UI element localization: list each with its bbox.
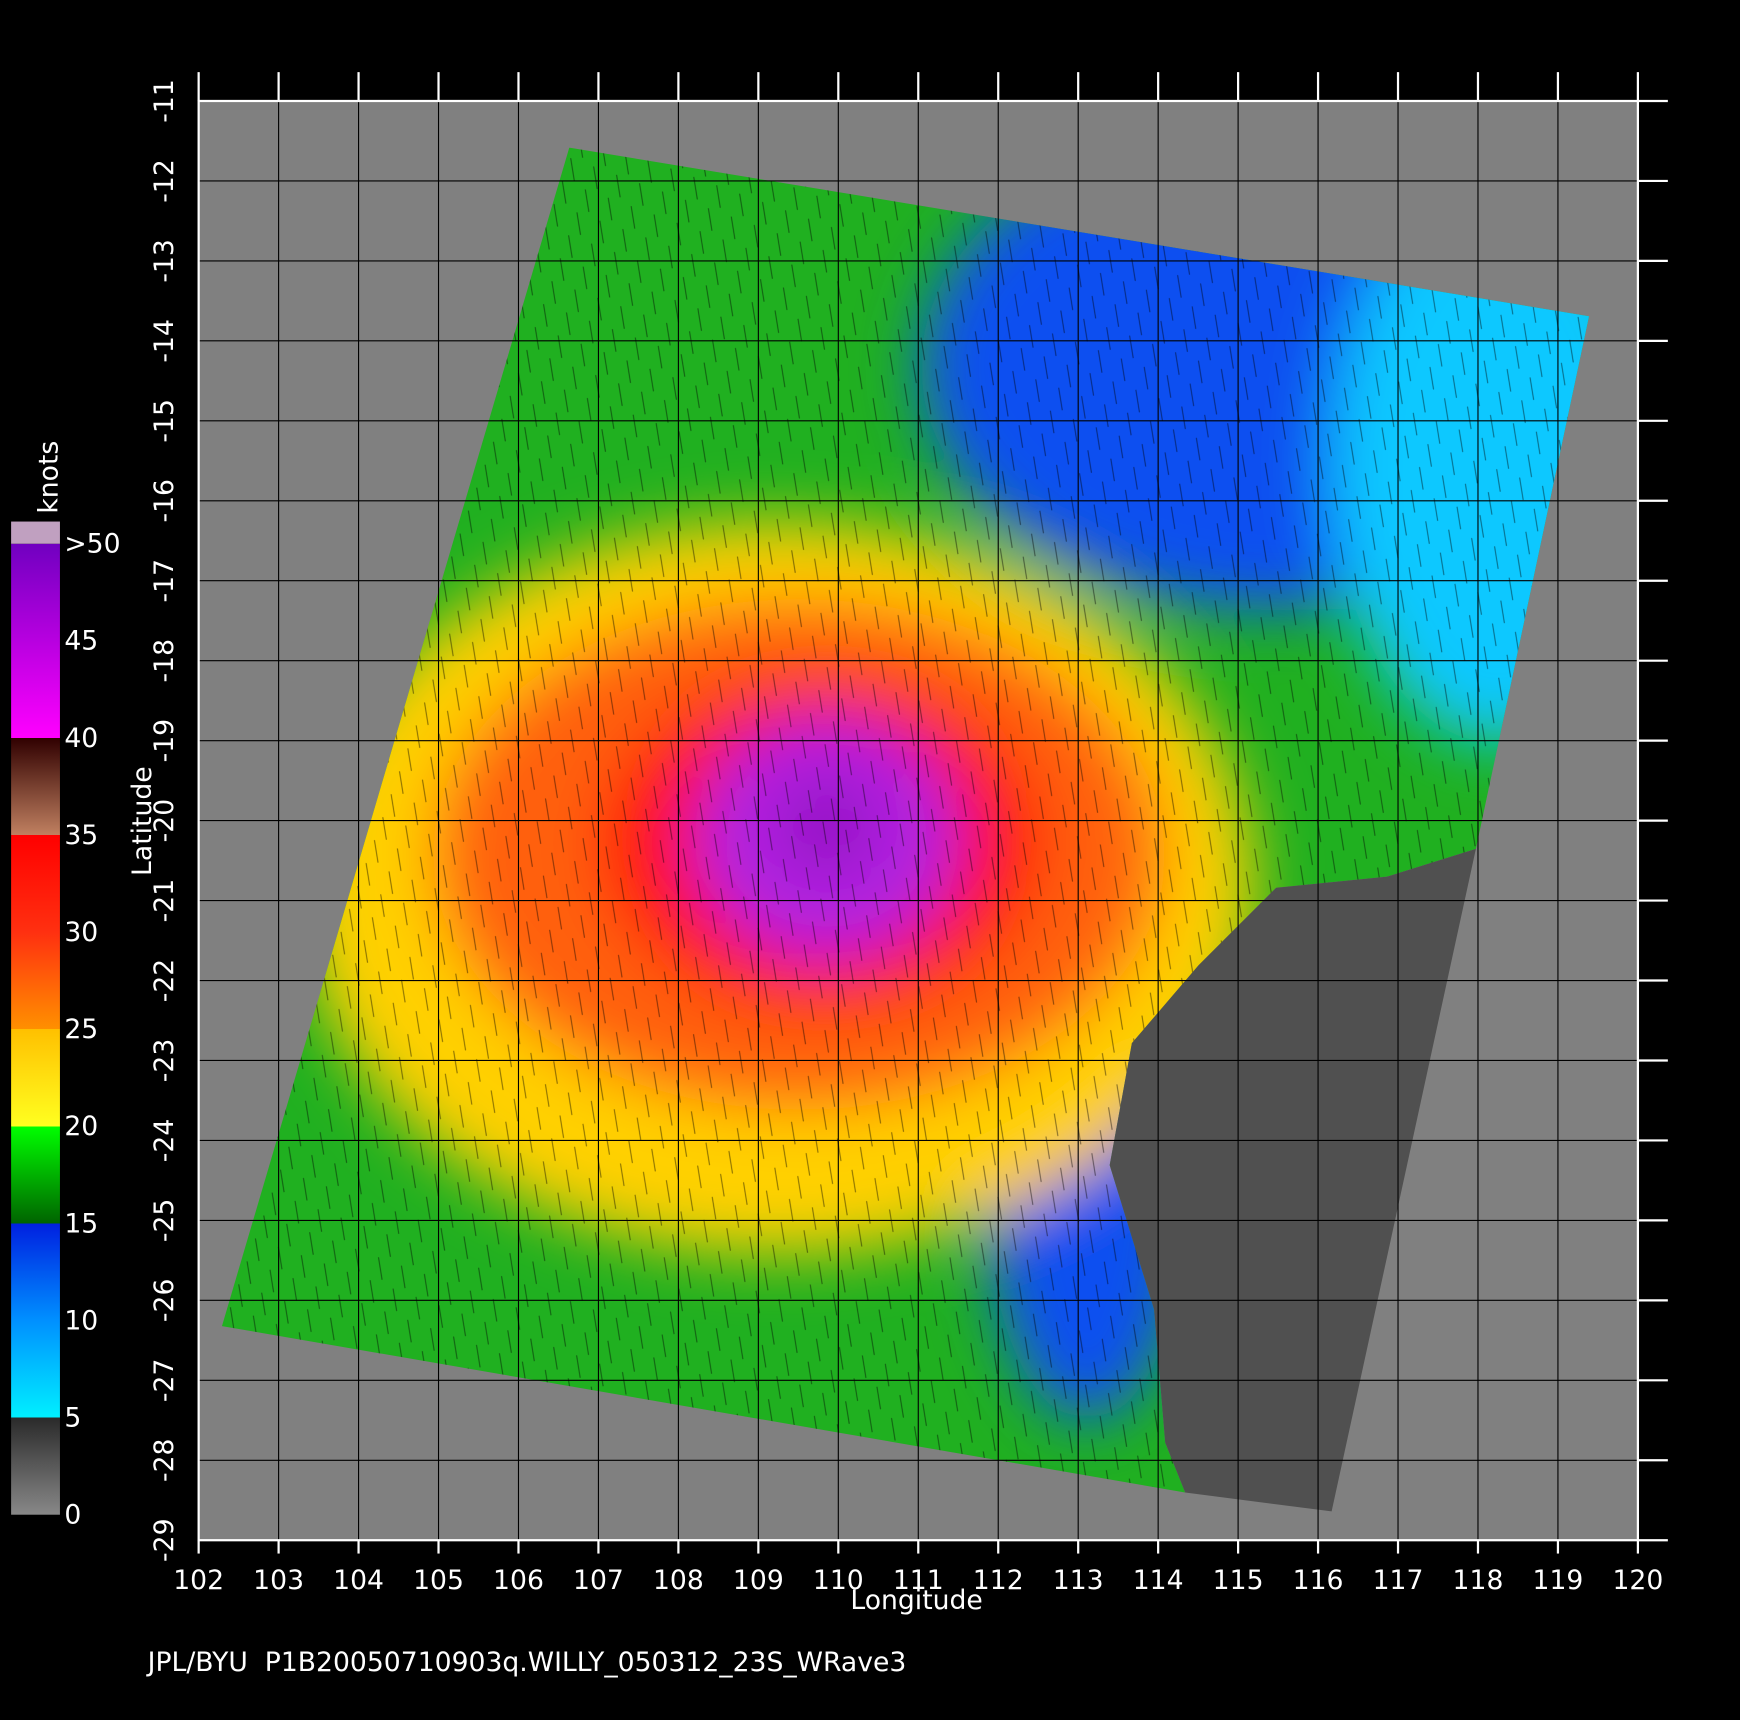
x-tick-label: 115 [1213,1565,1264,1596]
colorbar-tick-label: 15 [64,1208,98,1239]
y-tick-label: -27 [149,1359,180,1403]
y-tick-label: -15 [149,399,180,442]
y-tick-label: -13 [149,239,180,283]
y-tick-label: -16 [149,479,180,523]
colorbar-tick-label: 45 [64,626,98,657]
y-tick-label: -22 [149,959,180,1003]
y-tick-label: -11 [149,79,180,123]
y-tick-label: -21 [149,879,180,922]
colorbar [11,543,60,1515]
x-tick-label: 107 [573,1565,624,1596]
y-tick-label: -25 [149,1199,180,1243]
x-tick-label: 108 [653,1565,704,1596]
y-tick-label: -23 [149,1039,180,1082]
x-tick-label: 120 [1612,1565,1663,1596]
footer: JPL/BYU P1B20050710903q.WILLY_050312_23S… [146,1647,907,1678]
plot-frame [197,99,1640,1542]
x-tick-label: 114 [1133,1565,1184,1596]
y-tick-label: -17 [149,559,180,602]
x-tick-label: 102 [173,1565,224,1596]
colorbar-tick-label: 0 [64,1500,81,1531]
x-tick-label: 118 [1453,1565,1504,1596]
x-tick-label: 119 [1533,1565,1584,1596]
colorbar-tick-label: >50 [64,529,120,560]
x-tick-label: 116 [1293,1565,1344,1596]
y-tick-label: -20 [149,799,180,843]
y-tick-label: -26 [149,1279,180,1323]
colorbar-tick-label: 10 [64,1305,98,1336]
x-tick-label: 117 [1373,1565,1424,1596]
grid [197,72,1668,1554]
colorbar-title: knots [34,441,65,514]
colorbar-tick-label: 35 [64,820,98,851]
colorbar-tick-label: 20 [64,1111,98,1142]
x-tick-label: 105 [413,1565,464,1596]
y-tick-label: -29 [149,1518,180,1562]
colorbar-extension [11,521,60,544]
y-tick-label: -12 [149,159,180,203]
land [1109,848,1476,1512]
x-tick-label: 112 [973,1565,1024,1596]
y-tick-label: -14 [149,319,180,362]
colorbar-tick-label: 5 [64,1402,81,1433]
x-tick-label: 104 [333,1565,384,1596]
x-tick-label: 103 [253,1565,304,1596]
x-axis-label: Longitude [850,1585,982,1616]
x-tick-label: 111 [893,1565,944,1596]
colorbar-tick-label: 40 [64,723,98,754]
y-tick-label: -28 [149,1439,180,1483]
x-tick-label: 106 [493,1565,544,1596]
y-tick-label: -19 [149,719,180,762]
y-tick-label: -24 [149,1119,180,1163]
colorbar-tick-label: 25 [64,1014,98,1045]
y-tick-label: -18 [149,639,180,683]
x-tick-label: 110 [813,1565,864,1596]
x-tick-label: 113 [1053,1565,1104,1596]
colorbar-tick-label: 30 [64,917,98,948]
x-tick-label: 109 [733,1565,784,1596]
y-axis-label: Latitude [127,766,158,876]
